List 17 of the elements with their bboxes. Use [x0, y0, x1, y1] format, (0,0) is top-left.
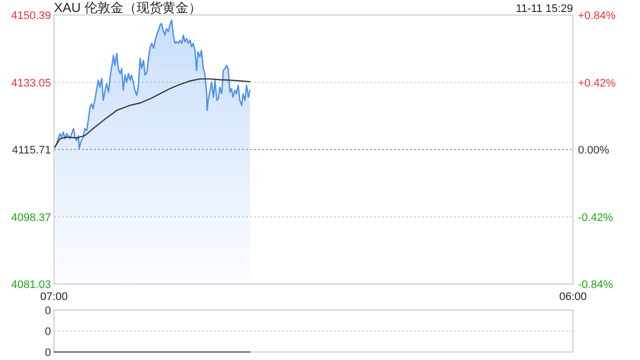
y-tick-label: 0 [44, 326, 51, 338]
x-tick-label: 07:00 [40, 291, 68, 303]
y2-tick-label: 0.00% [578, 144, 610, 156]
y2-tick-label: -0.42% [578, 212, 614, 224]
chart-title: XAU 伦敦金（现货黄金） [54, 0, 202, 15]
y-tick-label: 4081.03 [11, 279, 51, 291]
y-tick-label: 4115.71 [12, 144, 51, 156]
y2-tick-label: -0.84% [578, 279, 614, 291]
y-tick-label: 0 [44, 305, 51, 317]
annotation: 11-11 15:29 [516, 3, 573, 15]
y-tick-label: 4150.39 [11, 10, 51, 22]
y2-tick-label: +0.84% [578, 10, 616, 22]
y-tick-label: 0 [44, 347, 51, 359]
x-tick-label: 06:00 [559, 291, 587, 303]
y-tick-label: 4098.37 [11, 212, 51, 224]
y-tick-label: 4133.05 [11, 77, 51, 90]
y2-tick-label: +0.42% [578, 77, 616, 90]
